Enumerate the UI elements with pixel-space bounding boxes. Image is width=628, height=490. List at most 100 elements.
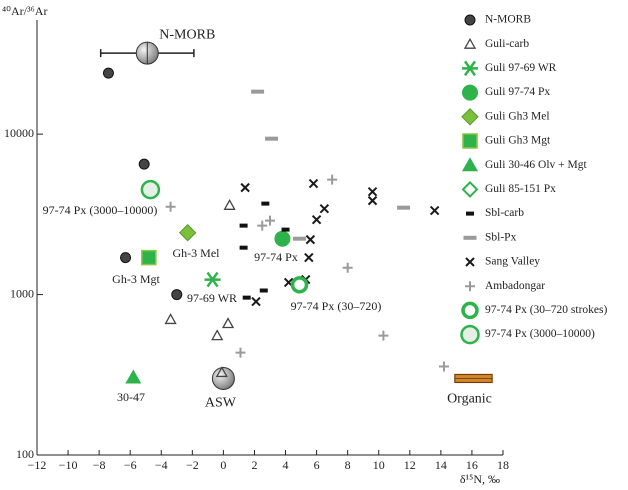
point	[319, 203, 330, 214]
x-tick-label: 18	[497, 458, 509, 472]
point	[138, 158, 150, 170]
point	[308, 178, 319, 189]
x-tick-label: 2	[251, 458, 257, 472]
x-tick-label: −2	[186, 458, 199, 472]
x-tick-label: 10	[373, 458, 385, 472]
legend-marker	[462, 84, 478, 101]
legend-label: Sbl-carb	[485, 207, 524, 219]
reference-point	[211, 366, 235, 390]
point	[235, 347, 246, 358]
x-tick-label: 8	[345, 458, 351, 472]
x-tick-label: −10	[59, 458, 78, 472]
point	[240, 182, 250, 193]
point	[261, 201, 270, 206]
legend-marker	[462, 60, 478, 77]
legend-label: 97-74 Px (3000–10000)	[485, 328, 595, 340]
point	[141, 249, 157, 266]
legend-marker	[461, 108, 479, 126]
legend-label: Guli 30-46 Olv + Mgt	[485, 159, 587, 171]
legend-label: Guli 85-151 Px	[485, 183, 556, 195]
legend-label: N-MORB	[485, 14, 531, 26]
point	[251, 89, 265, 94]
x-tick-label: −12	[28, 458, 47, 472]
reference-label: Organic	[447, 392, 492, 407]
point	[281, 227, 290, 232]
legend-marker	[461, 301, 479, 320]
point	[120, 252, 132, 264]
point	[397, 205, 411, 210]
reference-label: ASW	[205, 396, 237, 411]
point	[204, 271, 221, 288]
x-tick-label: −4	[155, 458, 168, 472]
point	[171, 289, 183, 301]
point	[429, 205, 440, 216]
reference-label: N-MORB	[159, 27, 215, 42]
legend-marker	[463, 37, 477, 49]
point	[304, 252, 314, 263]
annotation: 30-47	[117, 390, 145, 404]
legend-marker	[463, 235, 477, 240]
point	[274, 230, 291, 247]
point	[290, 276, 309, 294]
x-tick-label: −8	[93, 458, 106, 472]
point	[327, 174, 338, 185]
point	[305, 234, 316, 245]
point	[367, 186, 378, 197]
point	[438, 361, 449, 372]
point	[242, 295, 251, 300]
legend-marker	[464, 14, 476, 26]
legend-label: Guli 97-69 WR	[485, 62, 557, 74]
point	[165, 201, 176, 212]
x-tick-label: 0	[220, 458, 226, 472]
x-axis-label: δ¹⁵N, ‰	[460, 472, 500, 486]
point	[221, 317, 235, 329]
point	[342, 262, 353, 273]
legend-marker	[465, 257, 475, 267]
legend-label: Guli 97-74 Px	[485, 86, 550, 98]
legend-label: Guli-carb	[485, 38, 529, 50]
point	[178, 223, 197, 242]
point	[215, 366, 228, 378]
x-tick-label: −6	[124, 458, 137, 472]
point	[239, 245, 248, 250]
legend-marker	[466, 211, 474, 216]
legend-marker	[465, 281, 475, 292]
legend-label: Sbl-Px	[485, 231, 517, 243]
legend-label: Guli Gh3 Mel	[485, 110, 550, 122]
annotation: Gh-3 Mel	[173, 246, 221, 260]
legend-label: 97-74 Px (30–720 strokes)	[485, 304, 608, 316]
point	[259, 288, 268, 293]
legend-label: Ambadongar	[485, 280, 545, 292]
point	[293, 236, 307, 241]
x-tick-label: 16	[466, 458, 478, 472]
point	[311, 214, 322, 225]
point	[102, 67, 114, 79]
point	[257, 220, 268, 231]
annotation: 97-74 Px (30–720)	[291, 299, 382, 313]
legend-label: Sang Valley	[485, 256, 540, 268]
y-tick-label: 1000	[10, 286, 34, 300]
legend-marker	[462, 133, 478, 149]
y-tick-label: 100	[16, 447, 34, 461]
legend-label: Guli Gh3 Mgt	[485, 135, 551, 147]
point	[211, 329, 224, 341]
x-tick-label: 4	[283, 458, 289, 472]
x-tick-label: 6	[314, 458, 320, 472]
point	[140, 179, 161, 200]
point	[223, 198, 236, 210]
point	[164, 313, 177, 325]
point	[265, 136, 279, 141]
point	[251, 296, 261, 307]
point	[367, 195, 378, 206]
x-tick-label: 14	[435, 458, 447, 472]
point	[265, 215, 275, 226]
x-tick-label: 12	[404, 458, 416, 472]
annotation: 97-74 Px	[254, 250, 298, 264]
point	[239, 223, 248, 228]
legend-marker	[461, 180, 479, 198]
point	[125, 369, 142, 384]
annotation: 97-74 Px (3000–10000)	[43, 203, 158, 217]
y-axis-label: ⁴⁰Ar/³⁶Ar	[2, 4, 47, 18]
legend-marker	[462, 157, 478, 172]
